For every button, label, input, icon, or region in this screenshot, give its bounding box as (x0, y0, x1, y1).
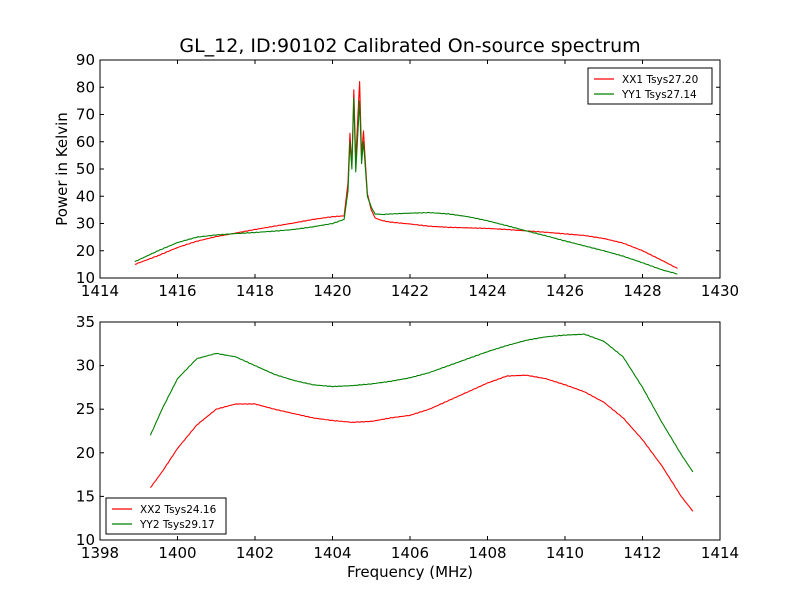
x-tick-label: 1418 (236, 282, 274, 300)
legend-entry: XX1 Tsys27.20 (622, 74, 698, 86)
y-tick-label: 15 (76, 487, 95, 505)
x-tick-label: 1404 (313, 544, 351, 562)
y-tick-label: 35 (76, 313, 95, 331)
x-tick-label: 1422 (391, 282, 429, 300)
series-line-xx-panel2 (149, 374, 694, 512)
y-tick-label: 90 (76, 51, 95, 69)
x-tick-label: 1430 (701, 282, 739, 300)
x-tick-label: 1400 (158, 544, 196, 562)
legend-entry: XX2 Tsys24.16 (140, 504, 217, 516)
y-tick-label: 60 (76, 133, 95, 151)
legend-entry: YY1 Tsys27.14 (621, 89, 697, 101)
x-tick-label: 1406 (391, 544, 429, 562)
series-line-yy-panel2 (149, 333, 694, 473)
y-tick-label: 40 (76, 187, 95, 205)
x-tick-label: 1412 (623, 544, 661, 562)
y-tick-label: 30 (76, 357, 95, 375)
x-tick-label: 1414 (701, 544, 739, 562)
y-tick-label: 30 (76, 215, 95, 233)
legend-panel1: XX1 Tsys27.20 YY1 Tsys27.14 (587, 67, 713, 105)
figure-title: GL_12, ID:90102 Calibrated On-source spe… (179, 35, 640, 57)
x-tick-label: 1398 (81, 544, 119, 562)
x-tick-label: 1420 (313, 282, 351, 300)
y-tick-label: 80 (76, 78, 95, 96)
x-axis-label: Frequency (MHz) (347, 563, 473, 581)
y-tick-label: 20 (76, 444, 95, 462)
bottom-panel: 1398 1400 1402 1404 1406 1408 1410 1412 1414 10 15… (76, 313, 739, 581)
legend-box (105, 497, 227, 535)
x-tick-label: 1426 (546, 282, 584, 300)
x-tick-label: 1408 (468, 544, 506, 562)
y-axis-label: Power in Kelvin (53, 112, 71, 226)
series-line-yy-panel1 (134, 97, 678, 275)
x-tick-label: 1414 (81, 282, 119, 300)
y-tick-label: 20 (76, 242, 95, 260)
x-tick-label: 1428 (623, 282, 661, 300)
y-tick-label: 25 (76, 400, 95, 418)
y-tick-label: 50 (76, 160, 95, 178)
legend-entry: YY2 Tsys29.17 (139, 519, 215, 531)
y-tick-label: 10 (76, 269, 95, 287)
y-tick-label: 70 (76, 106, 95, 124)
y-tick-label: 10 (76, 531, 95, 549)
top-panel: 1414 1416 1418 1420 1422 1424 1426 1428 1430 10 20… (53, 51, 739, 300)
x-tick-label: 1410 (546, 544, 584, 562)
x-tick-label: 1402 (236, 544, 274, 562)
legend-box (587, 67, 713, 105)
legend-panel2: XX2 Tsys24.16 YY2 Tsys29.17 (105, 497, 227, 535)
x-tick-label: 1416 (158, 282, 196, 300)
x-tick-label: 1424 (468, 282, 506, 300)
